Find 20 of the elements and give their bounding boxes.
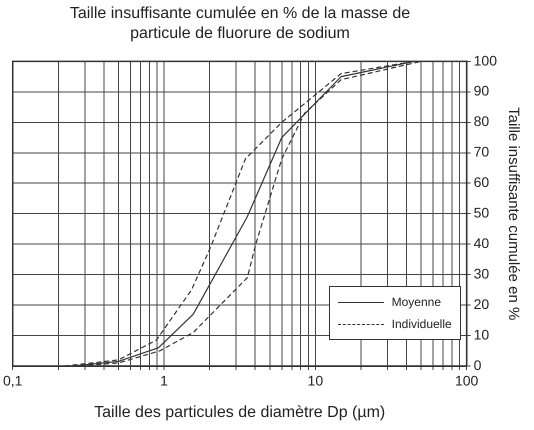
y-tick-label: 60 [474,174,490,190]
y-tick-label: 20 [474,296,490,312]
x-tick-label: 100 [454,372,479,388]
y-tick-label: 90 [474,82,490,99]
x-axis-title: Taille des particules de diamètre Dp (µm) [94,404,386,421]
y-axis-title: Taille insuffisante cumulée en % [504,107,522,320]
y-tick-label: 70 [474,144,490,160]
x-tick-label: 0,1 [2,372,23,388]
y-tick-label: 0 [474,356,482,373]
y-tick-label: 40 [474,235,490,252]
x-tick-label: 10 [308,372,324,388]
y-tick-label: 50 [474,204,490,221]
y-tick-label: 80 [474,113,490,130]
y-tick-label: 30 [474,265,490,282]
legend-label: Moyenne [392,295,442,309]
y-tick-label: 10 [474,326,490,342]
chart-title: Taille insuffisante cumulée en % de la masse de particule de fluorure de sodium [68,4,412,44]
x-tick-label: 1 [160,372,168,388]
legend-label: Individuelle [392,317,452,331]
y-tick-label: 100 [474,52,498,68]
